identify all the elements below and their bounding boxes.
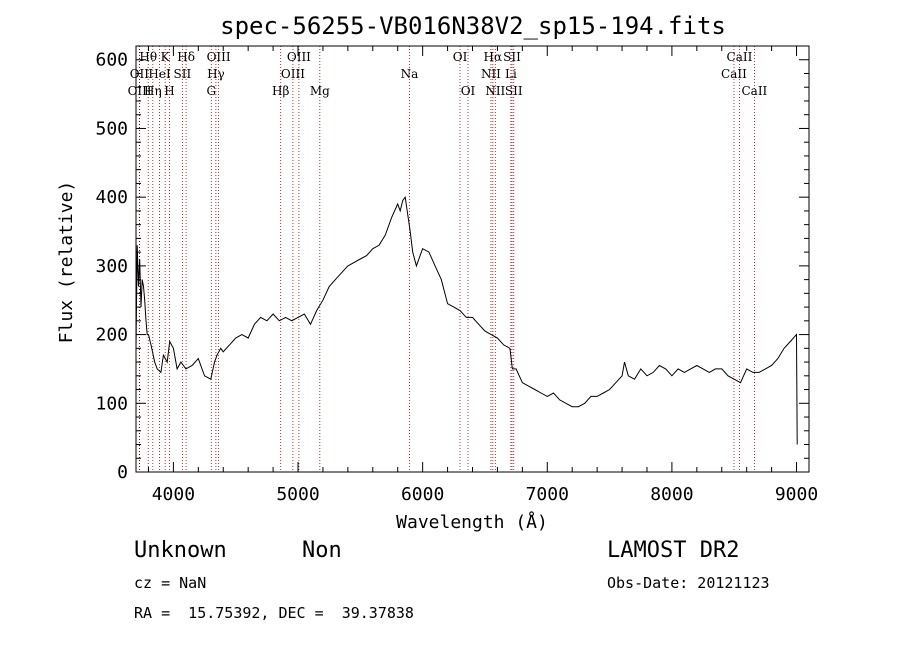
chart-title: spec-56255-VB016N38V2_sp15-194.fits	[220, 12, 726, 40]
y-tick-label: 0	[117, 462, 128, 483]
y-tick-label: 600	[95, 50, 128, 71]
line-label: OI	[453, 50, 468, 64]
y-tick-label: 200	[95, 325, 128, 346]
spectrum-line	[135, 195, 798, 445]
line-label: Na	[401, 67, 419, 81]
x-tick-label: 6000	[401, 484, 444, 505]
line-label: G	[206, 84, 216, 98]
line-label: CaII	[721, 67, 747, 81]
coordinates-readout: RA = 15.75392, DEC = 39.37838	[134, 604, 414, 622]
line-label: Li	[505, 67, 517, 81]
line-label: OIII	[287, 50, 311, 64]
line-label: SII	[505, 84, 523, 98]
line-label: Hθ	[139, 50, 157, 64]
line-label: NII	[485, 84, 505, 98]
line-label: Hη	[144, 84, 162, 98]
x-tick-label: 8000	[650, 484, 693, 505]
line-label: OI	[461, 84, 476, 98]
line-label: OII	[130, 67, 150, 81]
line-label: Hα	[484, 50, 503, 64]
line-label: NII	[481, 67, 501, 81]
x-tick-label: 5000	[276, 484, 319, 505]
x-axis-ticks: 4000 5000 6000 7000 8000 9000	[147, 46, 818, 505]
subclass-label: Non	[302, 538, 342, 563]
line-label: HeI	[148, 67, 171, 81]
line-label: SII	[503, 50, 521, 64]
emission-line-labels: HθOIIOIIIHeIHηKHSIIHδGHγOIIIHβOIIIOIIIMg…	[128, 50, 768, 98]
line-label: Mg	[310, 84, 330, 98]
line-label: OIII	[207, 50, 231, 64]
y-axis-ticks: 0 100 200 300 400 500 600	[95, 50, 809, 483]
line-label: CaII	[741, 84, 767, 98]
x-tick-label: 9000	[775, 484, 818, 505]
line-label: OIII	[281, 67, 305, 81]
y-tick-label: 400	[95, 187, 128, 208]
line-label: Hγ	[207, 67, 225, 81]
redshift-readout: cz = NaN	[134, 574, 207, 592]
line-label: Hβ	[272, 84, 289, 98]
emission-line-markers	[138, 46, 755, 472]
line-label: Hδ	[177, 50, 195, 64]
x-tick-label: 4000	[152, 484, 195, 505]
classification-label: Unknown	[134, 538, 227, 563]
y-tick-label: 100	[95, 393, 128, 414]
y-tick-label: 300	[95, 256, 128, 277]
obs-date-readout: Obs-Date: 20121123	[607, 574, 770, 592]
plot-frame	[135, 45, 810, 473]
line-label: H	[164, 84, 174, 98]
line-label: SII	[174, 67, 192, 81]
y-tick-label: 500	[95, 118, 128, 139]
line-label: OIII	[128, 84, 152, 98]
y-axis-label: Flux (relative)	[56, 181, 77, 344]
x-tick-label: 7000	[526, 484, 569, 505]
x-axis-label: Wavelength (Å)	[396, 511, 548, 533]
survey-label: LAMOST DR2	[607, 538, 740, 563]
line-label: CaII	[727, 50, 753, 64]
line-label: K	[161, 50, 171, 64]
